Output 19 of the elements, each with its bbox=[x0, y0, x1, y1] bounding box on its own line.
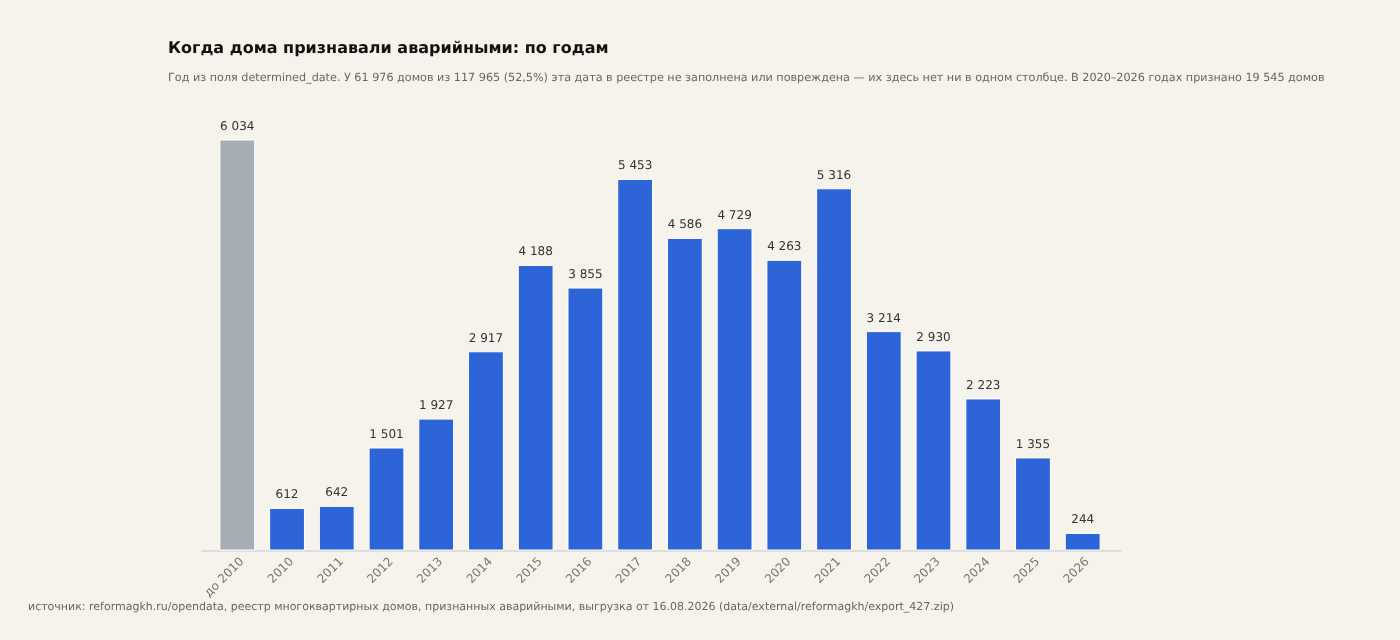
bar bbox=[269, 507, 305, 551]
bar bbox=[617, 178, 654, 551]
bar bbox=[1015, 457, 1051, 551]
bar bbox=[865, 331, 902, 551]
bar bbox=[666, 237, 703, 551]
chart-title: Когда дома признавали аварийными: по годам bbox=[168, 38, 609, 57]
bar bbox=[1064, 532, 1101, 551]
bar bbox=[418, 418, 455, 551]
bar bbox=[219, 139, 256, 551]
bar bbox=[716, 228, 753, 551]
bar bbox=[318, 505, 355, 551]
bar bbox=[368, 447, 405, 551]
bar bbox=[816, 188, 852, 551]
bar bbox=[965, 398, 1002, 551]
bar bbox=[915, 350, 952, 551]
bar bbox=[567, 287, 604, 551]
bar bbox=[468, 351, 504, 551]
bar bbox=[766, 259, 803, 551]
bar bbox=[517, 264, 554, 551]
